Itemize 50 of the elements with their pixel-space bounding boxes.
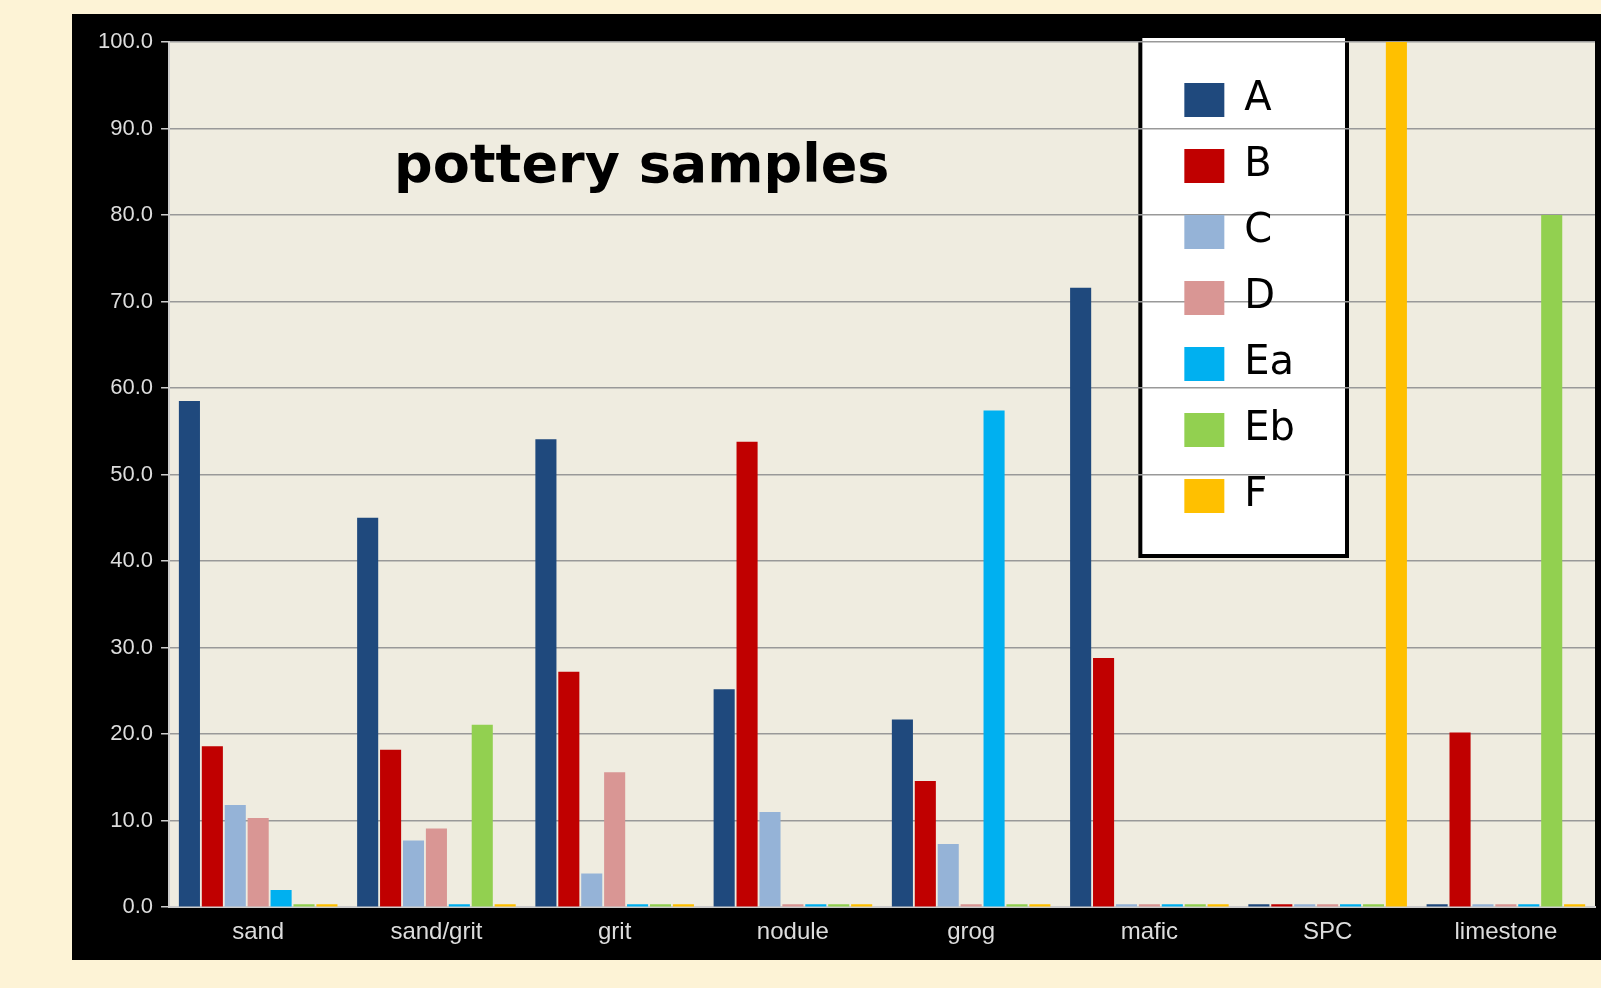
legend-label: F: [1244, 469, 1268, 516]
x-tick-label: sand/grit: [390, 917, 483, 945]
x-tick-label: grog: [947, 917, 996, 945]
legend-label: Ea: [1244, 337, 1295, 384]
bar: [471, 724, 493, 907]
bar: [604, 772, 626, 907]
legend-label: A: [1244, 73, 1273, 120]
bar: [535, 439, 557, 907]
y-tick-label: 40.0: [110, 547, 154, 573]
legend-label: Eb: [1244, 403, 1296, 450]
bar: [402, 840, 425, 907]
y-tick-label: 80.0: [110, 201, 154, 227]
y-tick-label: 50.0: [110, 460, 154, 486]
legend-label: C: [1244, 205, 1273, 252]
legend-label: D: [1244, 271, 1276, 318]
bar: [983, 410, 1005, 907]
x-tick-label: sand: [232, 917, 285, 945]
bar: [736, 441, 758, 907]
bar: [178, 401, 200, 907]
bar: [293, 904, 315, 907]
y-tick-label: 90.0: [110, 114, 154, 140]
y-tick-label: 70.0: [110, 287, 154, 313]
bar: [1385, 42, 1407, 907]
y-tick-label: 60.0: [110, 374, 154, 400]
bar: [201, 746, 223, 907]
bar: [914, 780, 936, 907]
bar: [380, 749, 402, 907]
legend-label: B: [1244, 139, 1272, 186]
x-tick-label: grit: [597, 917, 632, 945]
y-tick-label: 30.0: [110, 633, 154, 659]
bar: [1070, 287, 1092, 907]
y-tick-label: 100.0: [97, 28, 154, 54]
text: pottery samples: [394, 132, 890, 195]
bar: [425, 828, 447, 907]
bar: [891, 719, 913, 907]
y-tick-label: 20.0: [110, 720, 154, 746]
x-tick-label: limestone: [1454, 917, 1558, 945]
bar: [1541, 215, 1563, 907]
bar: [1449, 732, 1471, 907]
bar: [1006, 904, 1028, 907]
bar: [357, 517, 379, 907]
x-tick-label: nodule: [756, 917, 829, 945]
x-tick-label: mafic: [1120, 917, 1179, 945]
bar: [558, 671, 580, 907]
bar: [1093, 658, 1115, 907]
x-tick-label: SPC: [1302, 917, 1353, 945]
bar: [270, 889, 292, 907]
y-tick-label: 10.0: [110, 806, 154, 832]
y-tick-label: 0.0: [122, 893, 154, 919]
bar: [713, 689, 735, 907]
